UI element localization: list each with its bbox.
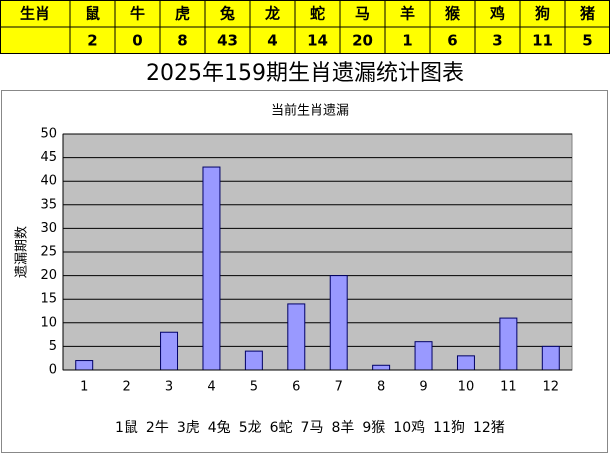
table-header: 生肖 (20, 5, 50, 23)
table-animal: 猪 (579, 5, 595, 23)
table-animal: 兔 (219, 5, 235, 23)
table-animal: 虎 (175, 5, 190, 23)
table: 生肖 鼠 2 牛 0 虎 8 兔 43 龙 4 蛇 14 马 20 羊 1 猴 6 鸡 3 狗 11 猪 5 (0, 0, 610, 54)
y-tick-label: 10 (40, 315, 57, 330)
table-animal: 猴 (445, 5, 461, 23)
category-label: 10鸡 (393, 419, 425, 436)
table-value: 20 (352, 32, 373, 50)
y-tick-label: 20 (40, 268, 57, 283)
y-tick-label: 50 (40, 127, 57, 142)
table-value: 8 (177, 32, 187, 50)
y-tick-label: 45 (40, 150, 57, 165)
x-tick-label: 11 (500, 380, 517, 395)
table-animal: 狗 (535, 5, 550, 23)
category-label: 6蛇 (270, 420, 293, 436)
y-tick-label: 5 (49, 339, 57, 354)
table-animal: 龙 (264, 5, 280, 23)
table-value: 5 (582, 32, 592, 50)
x-tick-label: 2 (122, 380, 130, 395)
x-tick-label: 7 (335, 380, 343, 395)
category-label: 12猪 (473, 420, 505, 436)
category-label: 3虎 (177, 420, 200, 436)
table-animal: 蛇 (310, 5, 325, 23)
x-tick-label: 4 (207, 380, 215, 395)
x-tick-label: 3 (165, 380, 173, 395)
table-animal: 鼠 (85, 5, 100, 23)
y-tick-label: 0 (49, 363, 57, 378)
y-tick-label: 15 (40, 292, 57, 307)
x-tick-label: 9 (419, 380, 427, 395)
category-label: 5龙 (239, 420, 262, 436)
bar (541, 345, 560, 371)
y-tick-label: 40 (40, 174, 57, 189)
table-value: 2 (87, 32, 97, 50)
y-axis-label: 遗漏期数 (14, 226, 30, 278)
bar (414, 341, 433, 371)
x-tick-label: 10 (458, 380, 475, 395)
category-label: 7马 (301, 420, 324, 436)
table-value: 11 (532, 32, 553, 50)
x-tick-label: 5 (250, 380, 258, 395)
bar (287, 303, 306, 371)
bar (456, 355, 475, 371)
table-animal: 马 (355, 5, 370, 23)
bar (160, 331, 179, 371)
table-value: 6 (447, 32, 457, 50)
x-tick-label: 8 (377, 380, 385, 395)
bar (202, 166, 221, 371)
bar (499, 317, 518, 371)
category-label: 4兔 (208, 420, 231, 436)
y-tick-label: 25 (40, 245, 57, 260)
category-label: 2牛 (146, 420, 169, 436)
x-tick-label: 6 (292, 380, 300, 395)
table-animal: 鸡 (489, 5, 505, 23)
table-value: 0 (132, 32, 142, 50)
y-tick-label: 35 (40, 197, 57, 212)
table-value: 1 (402, 32, 412, 50)
bar (75, 360, 94, 371)
bar (329, 275, 348, 371)
category-label: 8羊 (331, 420, 354, 436)
bar (244, 350, 263, 371)
y-tick-label: 30 (40, 221, 57, 236)
category-label: 11狗 (433, 420, 465, 436)
table-animal: 牛 (130, 5, 145, 23)
x-tick-label: 12 (543, 380, 560, 395)
table-value: 3 (492, 32, 502, 50)
table-value: 14 (307, 32, 328, 50)
bar (372, 364, 391, 371)
x-tick-label: 1 (80, 380, 88, 395)
table-value: 43 (217, 32, 238, 50)
page-title: 2025年159期生肖遗漏统计图表 (146, 61, 464, 86)
category-label: 9猴 (362, 420, 385, 436)
table-animal: 羊 (400, 5, 415, 23)
category-label: 1鼠 (115, 420, 138, 436)
chart-title: 当前生肖遗漏 (271, 103, 349, 119)
table-value: 4 (267, 32, 277, 50)
